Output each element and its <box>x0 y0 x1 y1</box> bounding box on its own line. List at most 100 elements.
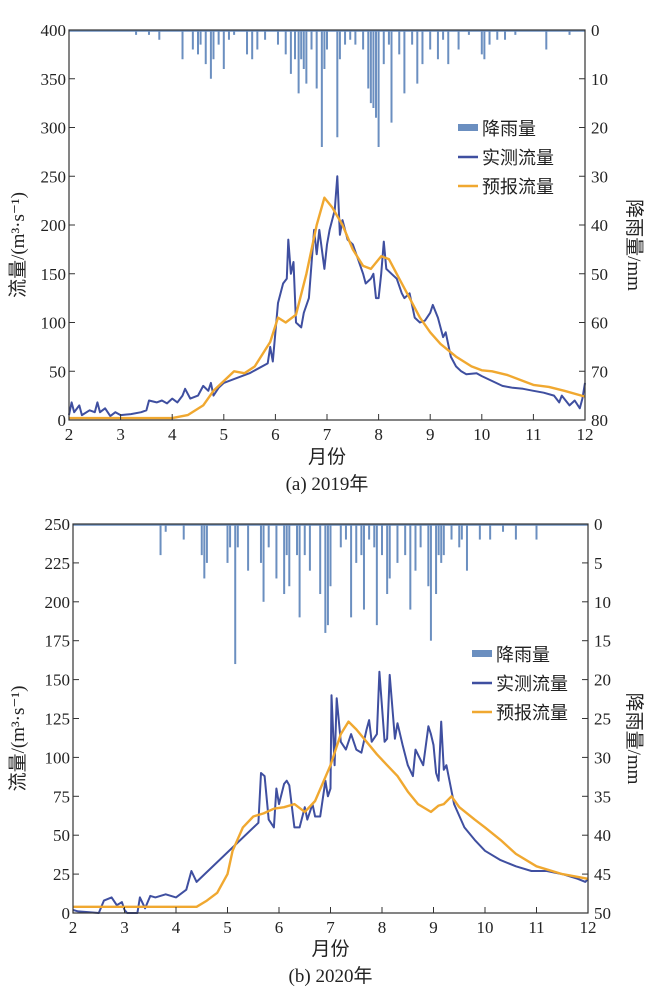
y2-tick-label: 70 <box>591 362 608 381</box>
y-tick-label: 75 <box>53 787 70 806</box>
legend-swatch-rainfall <box>472 650 492 657</box>
rainfall-bar <box>480 30 483 55</box>
rainfall-bar <box>329 524 332 587</box>
rainfall-bar <box>460 524 463 540</box>
y2-tick-label: 40 <box>594 826 611 845</box>
rainfall-bar <box>326 524 329 626</box>
y2-tick-label: 35 <box>594 787 611 806</box>
rainfall-bar <box>355 524 358 563</box>
rainfall-bar <box>404 524 407 556</box>
rainfall-bar <box>535 524 538 540</box>
legend-label: 降雨量 <box>496 645 550 665</box>
rainfall-bar <box>360 524 363 556</box>
rainfall-bar <box>411 30 414 45</box>
rainfall-bar <box>354 30 357 45</box>
x-tick-label: 7 <box>326 918 335 937</box>
y-tick-label: 150 <box>41 265 67 284</box>
y-tick-label: 225 <box>45 554 71 573</box>
y2-tick-label: 50 <box>591 265 608 284</box>
rainfall-bar <box>251 30 254 60</box>
x-tick-label: 3 <box>120 918 129 937</box>
y2-tick-label: 20 <box>591 119 608 138</box>
rainfall-bar <box>234 524 237 665</box>
rainfall-bar <box>344 524 347 540</box>
legend-label: 预报流量 <box>482 177 554 197</box>
y-tick-label: 25 <box>53 865 70 884</box>
rainfall-bar <box>256 30 259 50</box>
rainfall-bar <box>429 524 432 641</box>
rainfall-bar <box>396 524 399 563</box>
rainfall-bar <box>209 30 212 79</box>
y-tick-label: 350 <box>41 70 67 89</box>
rainfall-bar <box>205 524 208 563</box>
legend-swatch-rainfall <box>458 124 478 131</box>
rainfall-bar <box>437 524 440 556</box>
rainfall-bar <box>204 30 207 65</box>
rainfall-bar <box>336 30 339 138</box>
y2-tick-label: 30 <box>591 167 608 186</box>
rainfall-bar <box>409 524 412 610</box>
y2-tick-label: 30 <box>594 748 611 767</box>
x-tick-label: 9 <box>429 918 438 937</box>
rainfall-bar <box>362 30 365 50</box>
rainfall-bar <box>283 524 286 595</box>
y2-axis-label: 降雨量/mm <box>623 693 645 785</box>
rainfall-bars <box>73 524 588 665</box>
rainfall-bar <box>414 524 417 571</box>
x-axis-label: 月份 <box>308 446 346 468</box>
y-tick-label: 175 <box>45 632 71 651</box>
rainfall-bar <box>308 524 311 571</box>
x-tick-label: 9 <box>426 425 435 444</box>
rainfall-bar <box>457 30 460 50</box>
rainfall-bar <box>435 524 438 595</box>
rainfall-bar <box>323 30 326 69</box>
rainfall-bar <box>504 30 507 40</box>
rainfall-bar <box>362 524 365 610</box>
rainfall-bar <box>246 30 249 55</box>
rainfall-bar <box>315 30 318 89</box>
rainfall-bar <box>294 30 297 60</box>
rainfall-bar <box>199 30 202 45</box>
rainfall-bar <box>298 524 301 618</box>
x-tick-label: 8 <box>374 425 383 444</box>
rainfall-bar <box>545 30 548 50</box>
rainfall-bar <box>447 30 450 65</box>
x-tick-label: 11 <box>525 425 541 444</box>
x-tick-label: 2 <box>65 425 74 444</box>
forecast-flow-line <box>69 196 586 420</box>
x-tick-label: 10 <box>477 918 494 937</box>
y-tick-label: 50 <box>53 826 70 845</box>
rainfall-bar <box>514 524 517 540</box>
rainfall-bar <box>442 30 445 40</box>
y2-tick-label: 20 <box>594 671 611 690</box>
rainfall-bar <box>440 524 443 563</box>
rainfall-bar <box>229 524 232 548</box>
x-tick-label: 7 <box>323 425 332 444</box>
rainfall-bar <box>302 30 305 69</box>
rainfall-bar <box>465 524 468 571</box>
rainfall-bar <box>197 30 199 55</box>
x-tick-label: 2 <box>69 918 78 937</box>
rainfall-bar <box>387 30 390 45</box>
x-tick-label: 12 <box>580 918 597 937</box>
measured-flow-line <box>72 670 589 914</box>
x-tick-label: 4 <box>168 425 177 444</box>
legend-label: 预报流量 <box>496 703 568 723</box>
rainfall-bar <box>373 524 376 548</box>
x-tick-label: 5 <box>220 425 229 444</box>
x-tick-label: 6 <box>271 425 280 444</box>
x-axis-label: 月份 <box>311 938 349 960</box>
x-tick-label: 12 <box>577 425 594 444</box>
y2-tick-label: 15 <box>594 632 611 651</box>
rainfall-bar <box>326 30 328 50</box>
rainfall-bar <box>427 524 430 587</box>
rainfall-bar <box>200 524 203 556</box>
rainfall-bar <box>324 524 327 633</box>
rainfall-bar <box>367 30 370 89</box>
y2-tick-label: 80 <box>591 411 608 430</box>
rainfall-bar <box>227 30 230 40</box>
x-tick-label: 6 <box>275 918 284 937</box>
rainfall-bar <box>514 30 517 35</box>
